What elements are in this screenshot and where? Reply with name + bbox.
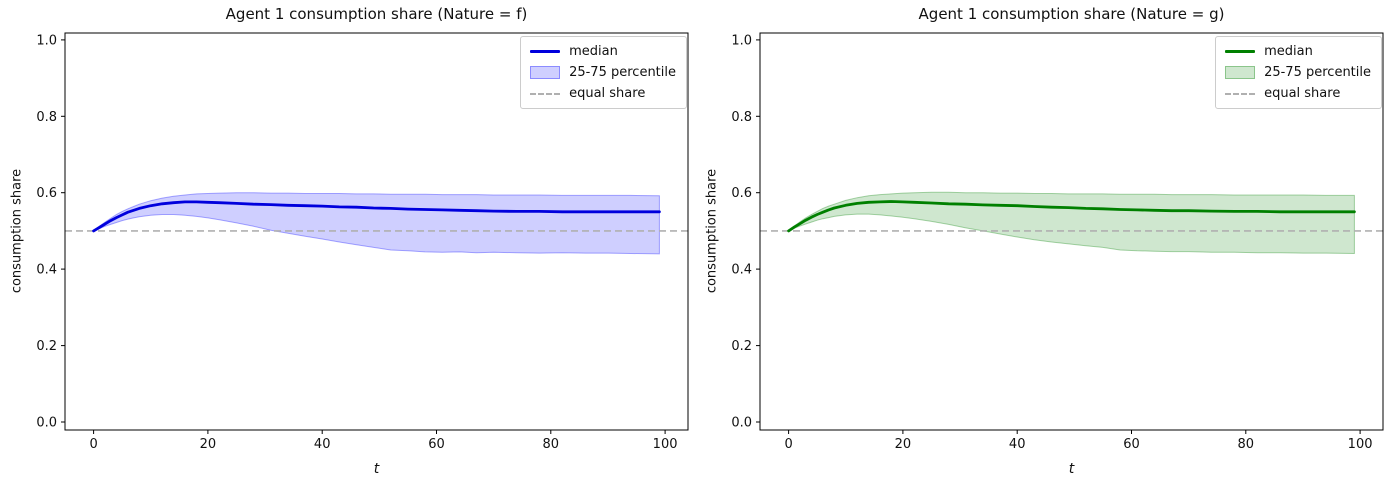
legend-label: 25-75 percentile — [569, 65, 676, 80]
y-tick-label: 0.6 — [731, 186, 752, 201]
dashed-line-swatch-icon — [530, 92, 561, 95]
x-tick-label: 40 — [1009, 437, 1026, 452]
dashed-line-swatch-icon — [1225, 92, 1256, 95]
legend-item-percentile: 25-75 percentile — [530, 63, 676, 82]
median-line — [787, 200, 1356, 233]
median-line — [92, 200, 661, 233]
y-tick-label: 0.2 — [731, 339, 752, 354]
y-tick-label: 0.0 — [36, 416, 57, 431]
y-tick-label: 0.6 — [36, 186, 57, 201]
y-tick-label: 0.0 — [731, 416, 752, 431]
y-axis-label: consumption share — [9, 168, 25, 294]
x-tick-label: 0 — [89, 437, 97, 452]
percentile-band — [788, 191, 1355, 255]
legend-item-equal-share: equal share — [1225, 84, 1371, 103]
y-axis-label: consumption share — [704, 168, 720, 294]
y-tick-label: 0.4 — [731, 263, 752, 278]
y-tick-label: 0.8 — [731, 110, 752, 125]
x-tick-label: 60 — [428, 437, 445, 452]
y-tick-label: 0.4 — [36, 263, 57, 278]
chart-panel-g: 0 20 40 60 80 100 0.0 0.2 0.4 0.6 0.8 1.0 Agent 1 c… — [695, 0, 1390, 490]
percentile-band-swatch-icon — [1225, 66, 1256, 79]
percentile-band-swatch-icon — [530, 66, 561, 79]
chart-title: Agent 1 consumption share (Nature = g) — [918, 5, 1225, 23]
x-tick-label: 20 — [200, 437, 217, 452]
legend-label: 25-75 percentile — [1264, 65, 1371, 80]
x-tick-label: 60 — [1123, 437, 1140, 452]
plot-area-f: 0 20 40 60 80 100 0.0 0.2 0.4 0.6 0.8 1.0 — [36, 32, 689, 452]
legend-label: equal share — [1264, 86, 1341, 101]
chart-panel-f: 0 20 40 60 80 100 0.0 0.2 0.4 0.6 0.8 1.0 Agent 1 c… — [9, 5, 689, 477]
y-tick-label: 1.0 — [731, 33, 752, 48]
plot-border — [64, 32, 689, 431]
percentile-band — [93, 192, 660, 255]
legend-label: median — [569, 44, 618, 59]
y-tick-label: 0.2 — [36, 339, 57, 354]
legend-box: median 25-75 percentile equal share — [1215, 36, 1382, 109]
legend-item-median: median — [1225, 42, 1371, 61]
median-line-swatch-icon — [1225, 49, 1256, 54]
legend-item-equal-share: equal share — [530, 84, 676, 103]
x-tick-label: 80 — [543, 437, 560, 452]
legend-item-percentile: 25-75 percentile — [1225, 63, 1371, 82]
x-tick-label: 20 — [895, 437, 912, 452]
y-tick-label: 0.8 — [36, 110, 57, 125]
y-tick-label: 1.0 — [36, 33, 57, 48]
x-axis-label: t — [373, 461, 380, 477]
x-tick-label: 0 — [784, 437, 792, 452]
median-line-swatch-icon — [530, 49, 561, 54]
legend-box: median 25-75 percentile equal share — [520, 36, 687, 109]
legend-label: equal share — [569, 86, 646, 101]
x-tick-label: 80 — [1238, 437, 1255, 452]
legend-label: median — [1264, 44, 1313, 59]
chart-title: Agent 1 consumption share (Nature = f) — [225, 5, 528, 23]
x-axis-label: t — [1068, 461, 1075, 477]
plot-border — [759, 32, 1384, 431]
plot-area-g: 0 20 40 60 80 100 0.0 0.2 0.4 0.6 0.8 1.0 — [731, 32, 1384, 452]
x-tick-label: 100 — [1348, 437, 1373, 452]
x-tick-label: 40 — [314, 437, 331, 452]
legend-item-median: median — [530, 42, 676, 61]
x-tick-label: 100 — [653, 437, 678, 452]
